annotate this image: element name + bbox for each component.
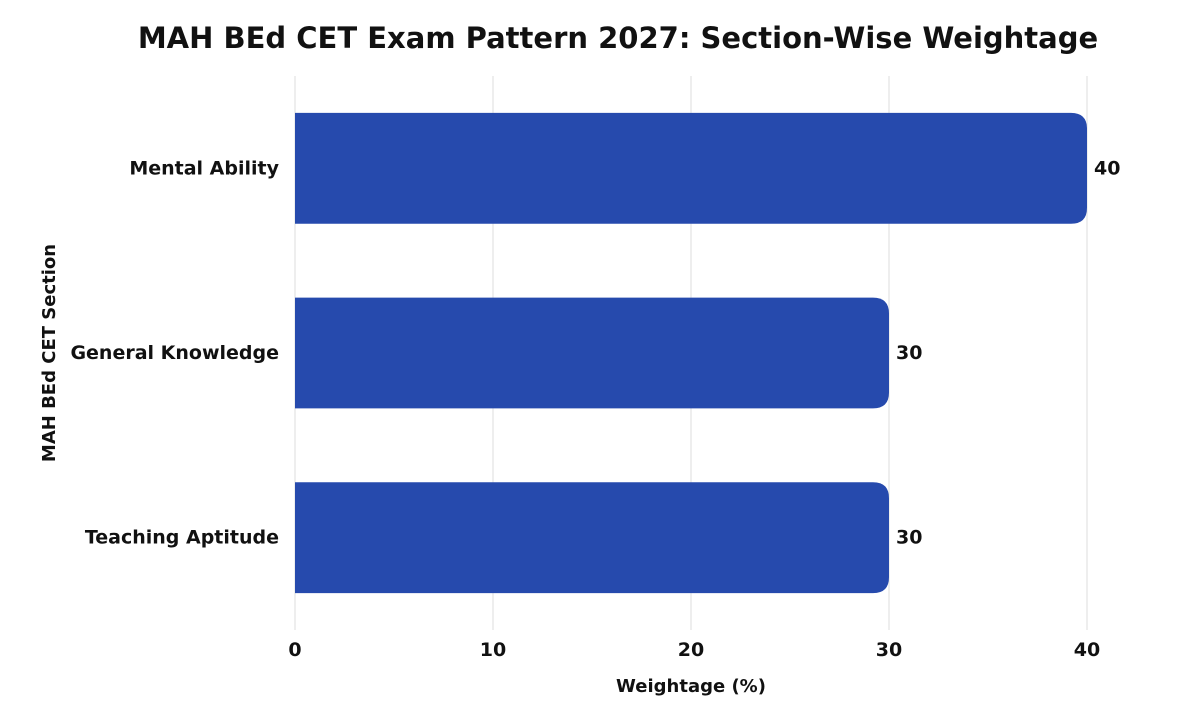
bar-general-knowledge	[295, 297, 889, 409]
x-tick-label: 10	[480, 639, 506, 661]
bar-mental-ability	[295, 112, 1087, 224]
x-tick-label: 0	[288, 639, 301, 661]
data-labels: 40 30 30	[896, 157, 1120, 548]
data-label: 30	[896, 527, 922, 549]
data-label: 30	[896, 342, 922, 364]
data-label: 40	[1094, 157, 1120, 179]
category-label: Mental Ability	[129, 157, 279, 179]
x-tick-label: 30	[876, 639, 902, 661]
bars	[295, 112, 1087, 594]
category-label: Teaching Aptitude	[85, 527, 279, 549]
bar-teaching-aptitude	[295, 482, 889, 594]
category-labels: Mental Ability General Knowledge Teaching …	[70, 157, 279, 548]
x-tick-label: 20	[678, 639, 704, 661]
category-label: General Knowledge	[70, 342, 279, 364]
x-axis-title: Weightage (%)	[616, 676, 766, 697]
y-axis-title: MAH BEd CET Section	[39, 244, 60, 462]
chart-title: MAH BEd CET Exam Pattern 2027: Section-W…	[138, 21, 1098, 55]
x-tick-label: 40	[1074, 639, 1100, 661]
x-axis-ticks: 0 10 20 30 40	[288, 639, 1100, 661]
